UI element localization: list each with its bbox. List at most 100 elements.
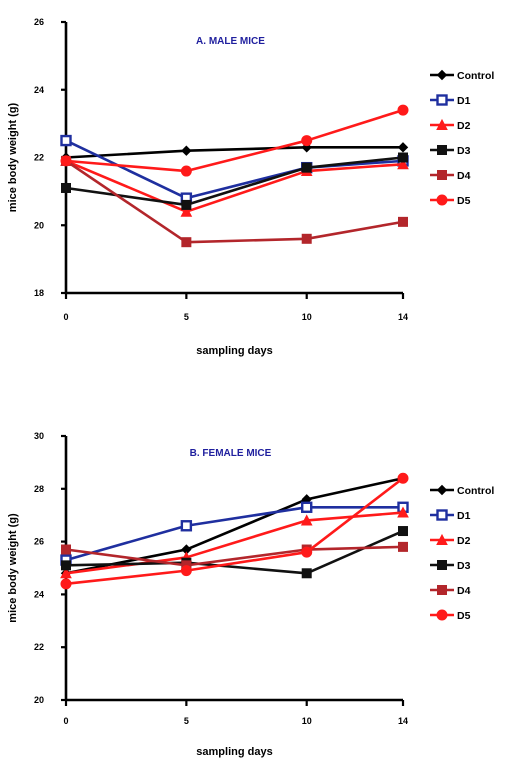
data-point: [301, 233, 312, 244]
legend-label: Control: [457, 485, 494, 497]
x-tick-label: 5: [184, 312, 189, 322]
data-point: [397, 142, 409, 153]
data-point: [60, 578, 72, 590]
series-line: [65, 139, 404, 200]
chart-panel-2: 20 22 24 26 28 30 0 5 10 14 sampling days mice body…: [7, 431, 494, 758]
data-point: [301, 546, 313, 558]
series-d5: [60, 104, 409, 177]
data-point: [397, 506, 409, 518]
legend: Control D1 D2 D3 D4 D5: [430, 69, 494, 207]
legend-swatch-marker: [436, 484, 448, 496]
data-point: [180, 565, 192, 577]
series-d5: [60, 472, 409, 590]
y-tick-label: 20: [34, 695, 44, 705]
legend-swatch-marker: [436, 94, 448, 106]
series-line: [65, 159, 404, 213]
y-tick-label: 20: [34, 220, 44, 230]
legend-label: D1: [457, 95, 471, 107]
data-point: [398, 526, 408, 537]
data-point: [60, 155, 72, 167]
y-tick-label: 28: [34, 484, 44, 494]
legend-label: D2: [457, 120, 471, 132]
chart-panel-1: 18 20 22 24 26 0 5 10 14 sampling days mice body w…: [7, 17, 494, 357]
y-tick-label: 18: [34, 288, 44, 298]
data-point: [181, 199, 192, 210]
series-line: [65, 545, 404, 567]
x-tick-label: 14: [398, 312, 408, 322]
legend: Control D1 D2 D3 D4 D5: [430, 484, 494, 622]
y-tick-label: 30: [34, 431, 44, 441]
legend-label: D3: [457, 560, 471, 572]
series-line: [65, 159, 404, 244]
x-tick-label: 10: [302, 716, 312, 726]
panel-title: A. MALE MICE: [196, 36, 265, 47]
legend-label: D1: [457, 510, 471, 522]
data-point: [300, 514, 313, 526]
y-axis-title: mice body weight (g): [7, 102, 19, 212]
x-tick-label: 14: [398, 716, 408, 726]
x-tick-label: 10: [302, 312, 312, 322]
data-point: [60, 567, 72, 579]
data-point: [398, 541, 408, 552]
data-point: [181, 145, 192, 156]
x-tick-label: 0: [63, 312, 68, 322]
panel-title: B. FEMALE MICE: [190, 448, 272, 459]
series-line: [65, 477, 404, 586]
data-point: [61, 182, 71, 193]
legend-swatch-marker: [436, 533, 448, 545]
y-tick-label: 24: [34, 589, 44, 599]
series-line: [65, 108, 404, 173]
y-tick-label: 26: [34, 17, 44, 27]
x-axis-title: sampling days: [196, 345, 272, 357]
series-d1: [60, 501, 409, 566]
legend-label: D5: [457, 195, 471, 207]
data-point: [60, 134, 72, 147]
data-point: [301, 135, 313, 147]
legend-label: D3: [457, 145, 471, 157]
legend-swatch-marker: [437, 170, 447, 180]
y-tick-label: 26: [34, 537, 44, 547]
series-line: [65, 476, 404, 575]
x-tick-label: 0: [63, 716, 68, 726]
data-point: [301, 568, 312, 579]
series-line: [65, 156, 404, 207]
series-d4: [61, 155, 408, 248]
legend-label: D4: [457, 585, 471, 597]
data-point: [180, 520, 193, 532]
data-point: [61, 544, 71, 555]
data-point: [61, 560, 71, 571]
series-line: [65, 146, 403, 159]
series-d3: [61, 526, 408, 579]
legend-swatch-marker: [436, 194, 448, 206]
data-point: [180, 205, 193, 217]
legend-label: D5: [457, 610, 471, 622]
legend-swatch-marker: [437, 560, 447, 570]
data-point: [397, 158, 409, 170]
series-d3: [61, 152, 408, 210]
y-tick-label: 22: [34, 153, 44, 163]
data-point: [397, 472, 409, 484]
legend-swatch-marker: [437, 585, 447, 595]
x-tick-label: 5: [184, 716, 189, 726]
x-axis-title: sampling days: [196, 746, 272, 758]
data-point: [397, 104, 409, 116]
y-tick-label: 22: [34, 642, 44, 652]
series-line: [65, 505, 403, 562]
data-point: [181, 237, 192, 248]
legend-label: Control: [457, 70, 494, 82]
legend-swatch-marker: [436, 509, 448, 521]
data-point: [301, 501, 313, 513]
series-line: [65, 529, 404, 575]
legend-swatch-marker: [436, 118, 448, 130]
legend-swatch-marker: [436, 609, 448, 621]
y-axis-title: mice body weight (g): [7, 513, 19, 623]
y-tick-label: 24: [34, 85, 44, 95]
legend-swatch-marker: [437, 145, 447, 155]
data-point: [301, 162, 312, 173]
legend-label: D4: [457, 170, 471, 182]
data-point: [398, 152, 408, 163]
data-point: [398, 216, 408, 227]
legend-swatch-marker: [436, 69, 448, 81]
